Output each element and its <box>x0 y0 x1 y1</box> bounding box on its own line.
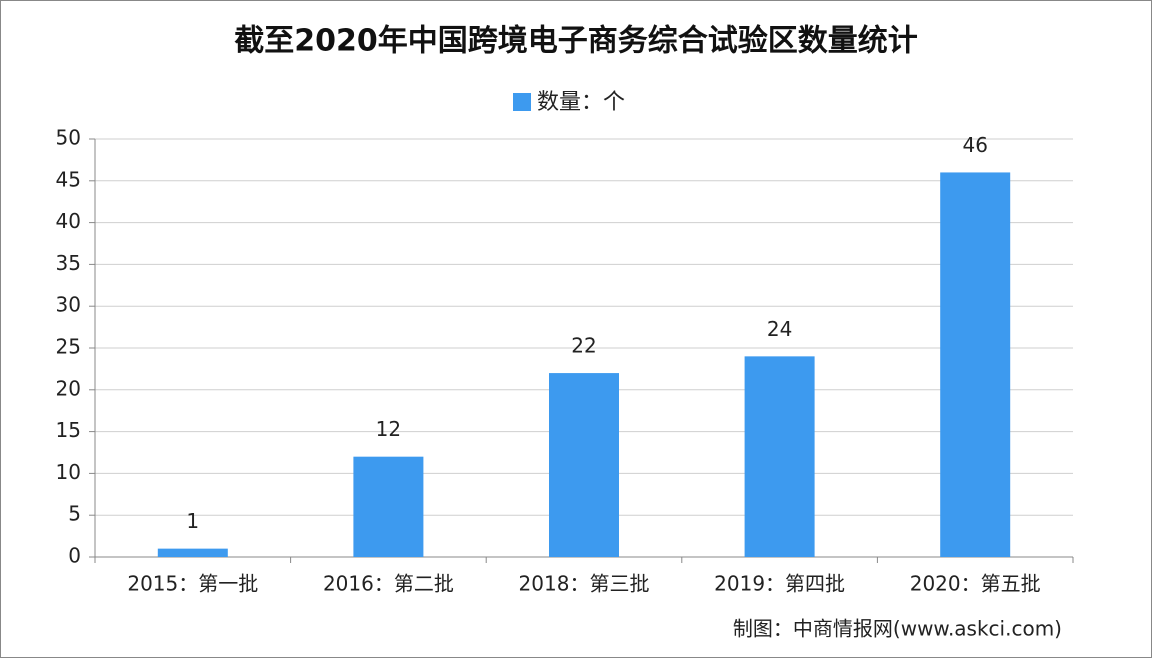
value-label: 46 <box>962 133 987 157</box>
y-tick-label: 45 <box>56 167 81 191</box>
y-tick-label: 35 <box>56 251 81 275</box>
value-label: 24 <box>767 317 792 341</box>
x-tick-label: 2015：第一批 <box>127 572 258 596</box>
y-tick-label: 0 <box>68 544 81 568</box>
bar <box>157 548 228 557</box>
bar <box>940 172 1011 557</box>
y-tick-label: 50 <box>56 126 81 150</box>
y-tick-label: 15 <box>56 418 81 442</box>
y-tick-label: 30 <box>56 293 81 317</box>
y-tick-label: 20 <box>56 376 81 400</box>
bar <box>549 373 619 557</box>
y-tick-label: 25 <box>56 335 81 359</box>
value-label: 12 <box>376 417 401 441</box>
chart-title: 截至2020年中国跨境电子商务综合试验区数量统计 <box>234 24 918 59</box>
y-tick-label: 5 <box>68 502 81 526</box>
bar <box>353 456 424 557</box>
y-tick-label: 10 <box>56 460 81 484</box>
y-tick-label: 40 <box>56 209 81 233</box>
source-note: 制图：中商情报网(www.askci.com) <box>733 617 1062 641</box>
x-tick-label: 2018：第三批 <box>519 572 650 596</box>
x-tick-label: 2016：第二批 <box>323 572 454 596</box>
value-label: 1 <box>186 509 199 533</box>
bar <box>744 356 815 557</box>
legend-swatch <box>513 93 531 111</box>
legend-label: 数量：个 <box>537 90 625 115</box>
value-label: 22 <box>571 334 596 358</box>
x-tick-label: 2020：第五批 <box>910 572 1041 596</box>
x-tick-label: 2019：第四批 <box>714 572 845 596</box>
